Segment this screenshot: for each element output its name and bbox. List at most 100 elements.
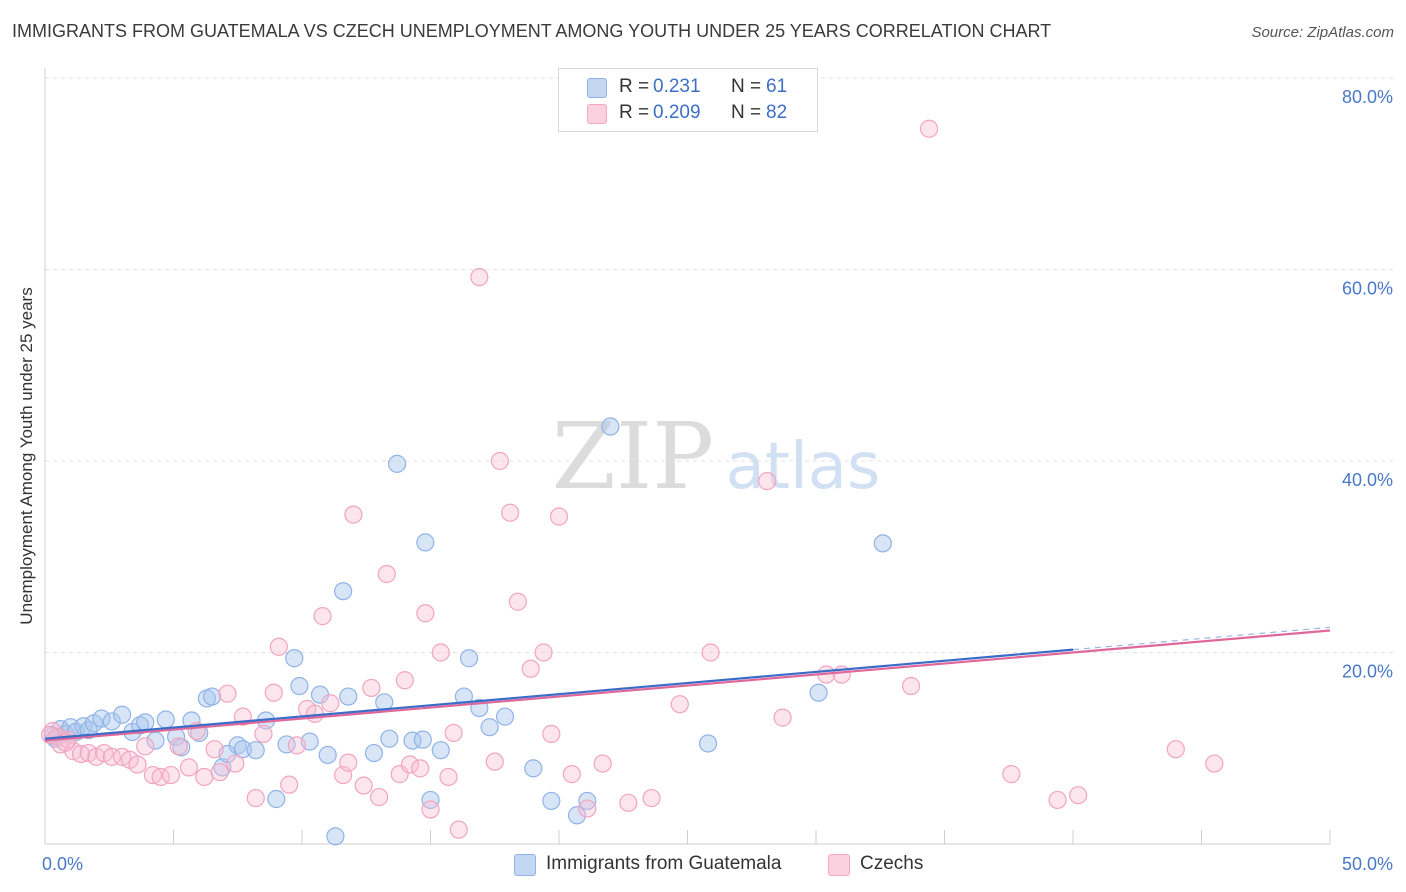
data-point-guatemala (92, 709, 111, 728)
trend-lines (44, 626, 1331, 742)
data-point-czechs (1166, 740, 1185, 759)
data-point-guatemala (290, 676, 309, 696)
data-point-guatemala (156, 710, 175, 729)
data-point-czechs (1002, 765, 1021, 784)
data-point-czechs (161, 765, 181, 785)
data-point-czechs (205, 740, 224, 759)
data-point-guatemala (416, 533, 435, 552)
data-point-czechs (264, 683, 283, 702)
legend-r-value: 0.209 (653, 102, 701, 123)
data-point-czechs (1069, 786, 1088, 805)
data-point-czechs (773, 708, 792, 727)
data-point-czechs (169, 737, 188, 756)
y-tick-labels: 80.0% 60.0% 40.0% 20.0% (1342, 87, 1393, 682)
data-point-czechs (210, 763, 229, 782)
data-point-czechs (71, 744, 91, 764)
data-point-guatemala (698, 734, 718, 753)
data-point-guatemala (318, 745, 337, 765)
data-point-guatemala (326, 827, 345, 846)
data-point-guatemala (387, 454, 407, 473)
data-point-czechs (416, 604, 435, 623)
data-point-czechs (395, 671, 414, 690)
legend-row-guatemala: R = 0.231 N = 61 (559, 76, 817, 100)
data-point-guatemala (524, 759, 543, 778)
data-point-guatemala (285, 649, 304, 668)
axes (44, 68, 1331, 845)
data-point-czechs (439, 767, 458, 787)
source-label: Source: ZipAtlas.com (1251, 24, 1394, 41)
data-point-czechs (218, 684, 237, 703)
data-point-czechs (521, 659, 540, 678)
data-point-czechs (287, 736, 306, 755)
legend-r-value: 0.231 (653, 76, 701, 97)
data-point-guatemala (380, 729, 399, 748)
data-point-guatemala (542, 791, 561, 811)
data-point-czechs (102, 747, 121, 766)
data-point-czechs (226, 754, 245, 773)
data-point-czechs (501, 503, 520, 522)
data-point-czechs (400, 755, 420, 774)
legend-row-czechs: R = 0.209 N = 82 (559, 102, 817, 126)
series-czechs-points (41, 119, 1224, 839)
chart-title: IMMIGRANTS FROM GUATEMALA VS CZECH UNEMP… (12, 21, 1052, 41)
trend-line-guatemala (44, 648, 1074, 740)
data-point-czechs (490, 451, 509, 471)
data-point-czechs (701, 643, 720, 662)
data-point-czechs (128, 755, 147, 774)
data-point-guatemala (421, 790, 440, 810)
data-point-czechs (195, 767, 214, 787)
data-point-guatemala (601, 417, 620, 436)
data-point-czechs (508, 592, 527, 611)
data-point-czechs (254, 724, 273, 743)
data-point-guatemala (233, 740, 252, 759)
data-point-guatemala (459, 649, 479, 668)
legend-n-value: 61 (766, 76, 788, 97)
legend-swatch-blue (587, 78, 607, 98)
legend-r-label: R = (619, 76, 650, 97)
data-point-czechs (313, 607, 332, 626)
data-point-czechs (377, 564, 396, 584)
legend-n-label: N = (731, 102, 762, 123)
grid-lines (45, 77, 1395, 653)
data-point-czechs (534, 643, 553, 662)
data-point-czechs (362, 678, 381, 698)
data-point-guatemala (136, 713, 155, 732)
data-point-czechs (578, 799, 597, 818)
watermark: ZIP atlas (552, 403, 880, 510)
data-point-czechs (431, 643, 450, 662)
data-point-czechs (449, 820, 468, 839)
data-point-guatemala (480, 718, 499, 737)
data-point-czechs (549, 507, 569, 526)
data-point-czechs (485, 752, 504, 771)
correlation-legend: R = 0.231 N = 61 R = 0.209 N = 82 (558, 68, 818, 132)
data-point-czechs (269, 637, 288, 656)
data-point-czechs (593, 754, 612, 773)
data-point-guatemala (339, 687, 358, 706)
data-point-czechs (470, 268, 489, 287)
data-point-czechs (421, 800, 440, 819)
data-point-czechs (354, 776, 373, 795)
data-point-czechs (444, 723, 463, 743)
trend-line-guatemala-extension (1072, 626, 1331, 651)
legend-swatch-pink (587, 104, 607, 124)
data-point-czechs (280, 775, 299, 794)
y-tick-label: 80.0% (1342, 87, 1393, 107)
watermark-zip: ZIP (552, 403, 714, 510)
data-point-czechs (562, 765, 581, 784)
trend-line-czechs (44, 629, 1331, 742)
data-point-czechs (411, 759, 430, 778)
data-point-czechs (179, 758, 199, 777)
data-point-czechs (919, 119, 939, 138)
data-point-czechs (1205, 754, 1224, 773)
legend-r-label: R = (619, 102, 650, 123)
legend-n-value: 82 (766, 102, 788, 123)
data-point-guatemala (267, 789, 286, 809)
data-point-guatemala (246, 741, 265, 760)
x-tick-label: 0.0% (42, 854, 83, 874)
data-point-guatemala (112, 705, 132, 724)
data-point-guatemala (202, 687, 222, 706)
data-point-czechs (670, 695, 689, 714)
data-point-guatemala (364, 743, 384, 763)
data-point-czechs (321, 694, 340, 713)
